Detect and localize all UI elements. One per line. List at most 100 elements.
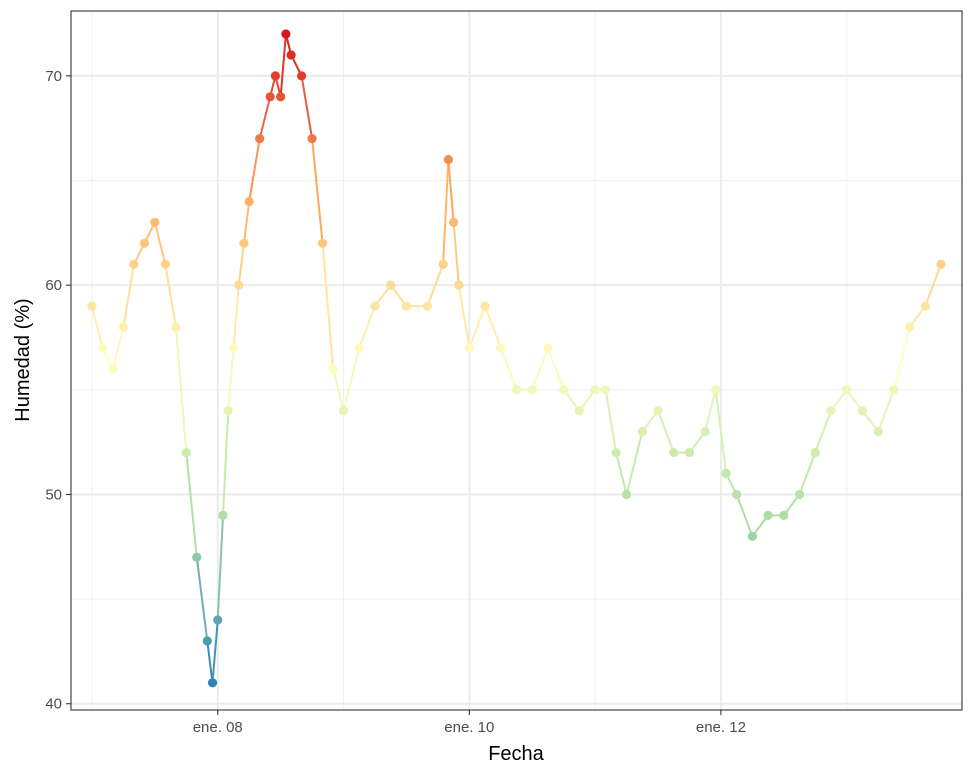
line-segment [216, 514, 224, 622]
line-segment [442, 158, 450, 266]
data-point [207, 678, 218, 688]
data-point [464, 343, 474, 353]
y-tick-label: 60 [45, 277, 62, 294]
data-point [317, 238, 328, 248]
line-segment [625, 430, 644, 496]
line-segment [300, 74, 314, 140]
data-point [543, 343, 553, 353]
line-segment [924, 263, 943, 308]
data-point [873, 427, 883, 437]
data-point [276, 92, 286, 102]
data-point [559, 385, 569, 395]
data-point [97, 343, 108, 353]
line-segment [111, 326, 125, 370]
line-segment [153, 221, 167, 266]
line-segment [174, 326, 188, 454]
line-segment [227, 346, 235, 412]
data-point [181, 447, 191, 458]
data-point [401, 301, 412, 311]
data-point [511, 385, 522, 395]
line-segment [279, 33, 287, 98]
line-segment [452, 221, 460, 287]
line-segment [232, 284, 240, 349]
line-segment [704, 388, 717, 433]
data-point [857, 406, 868, 416]
data-point [192, 552, 202, 562]
data-point [234, 280, 244, 290]
line-segment [258, 95, 272, 140]
data-point [684, 447, 695, 458]
line-segment [426, 263, 445, 308]
data-point [936, 259, 946, 269]
data-point [480, 301, 490, 311]
data-points [87, 29, 946, 688]
line-segment [242, 200, 251, 245]
data-point [449, 217, 459, 227]
line-segment [221, 409, 230, 517]
data-point [354, 343, 364, 353]
data-point [711, 385, 721, 395]
data-point [386, 280, 396, 290]
data-point [281, 29, 291, 39]
data-point [202, 636, 212, 646]
data-point [621, 489, 632, 500]
data-point [721, 468, 731, 479]
data-point [87, 301, 97, 311]
data-point [669, 447, 679, 458]
data-point [601, 385, 611, 395]
line-segment [342, 346, 361, 412]
line-segment [735, 493, 754, 538]
data-point [244, 196, 254, 207]
line-segment [484, 305, 502, 349]
data-point [218, 510, 228, 520]
line-segment [814, 409, 832, 454]
data-point [150, 217, 160, 227]
line-segment [237, 242, 245, 287]
line-segment [604, 388, 618, 454]
data-point [370, 301, 380, 311]
data-point [920, 301, 930, 311]
line-segment [90, 305, 104, 349]
data-point [653, 406, 663, 416]
data-point [889, 385, 899, 395]
line-segment [195, 556, 209, 642]
x-axis-title: Fecha [488, 743, 544, 765]
data-point [454, 280, 464, 290]
line-segment [499, 346, 518, 391]
line-segment [206, 639, 214, 684]
data-point [255, 134, 265, 144]
line-segment [311, 137, 324, 245]
data-point [637, 427, 647, 437]
data-point [307, 134, 317, 144]
data-point [118, 322, 129, 332]
line-segment [892, 326, 911, 391]
line-segment [798, 451, 817, 496]
data-point [328, 364, 338, 374]
y-tick-label: 70 [45, 68, 62, 85]
line-segment [358, 305, 376, 349]
line-segment [877, 388, 895, 433]
data-point [228, 343, 239, 353]
data-point [904, 322, 915, 332]
data-point [223, 406, 233, 416]
line-segment [468, 305, 487, 349]
data-point [590, 385, 600, 395]
line-segment [457, 284, 471, 349]
data-point [438, 259, 448, 269]
data-point [747, 531, 757, 541]
panel-border [70, 10, 963, 711]
line-segment [615, 451, 628, 496]
data-point [443, 154, 453, 165]
x-tick-label: ene. 08 [193, 719, 243, 736]
line-segment [321, 242, 335, 370]
data-point [700, 427, 710, 437]
data-point [129, 259, 139, 269]
data-point [265, 92, 275, 102]
data-point [842, 385, 852, 395]
data-point [108, 364, 118, 374]
data-point [338, 406, 349, 416]
data-point [779, 510, 789, 520]
data-point [160, 259, 170, 269]
line-segment [332, 367, 345, 412]
line-segment [447, 158, 455, 224]
